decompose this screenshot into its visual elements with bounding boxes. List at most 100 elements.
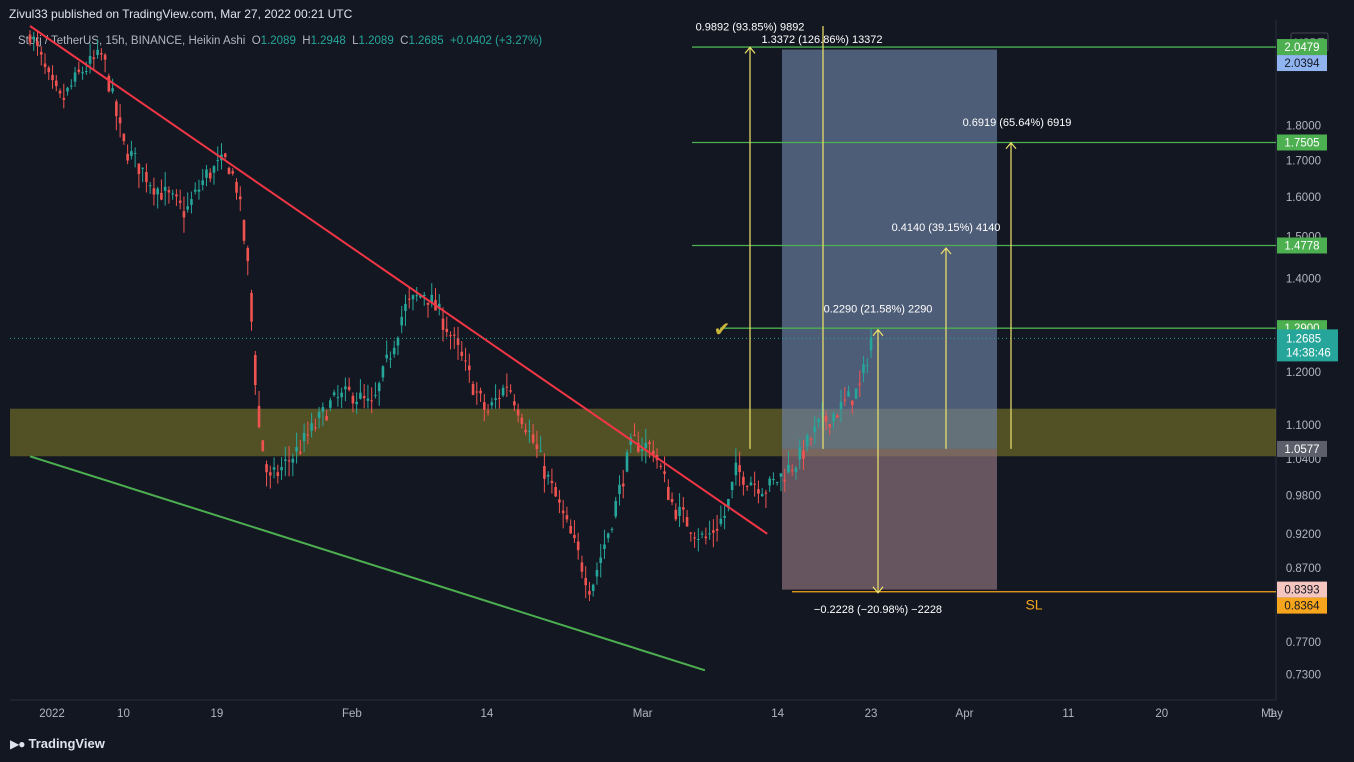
candle-body — [118, 117, 122, 124]
candle-body — [73, 72, 77, 82]
candle-body — [843, 399, 847, 401]
x-tick-label: Feb — [342, 708, 362, 720]
candle-body — [659, 465, 663, 467]
candle-body — [419, 295, 422, 298]
candle-body — [171, 193, 174, 195]
candle-body — [186, 206, 189, 210]
candle-body — [332, 392, 336, 396]
open-label: O — [251, 35, 261, 47]
candle-body — [223, 153, 227, 157]
price-badge — [1277, 597, 1327, 614]
price-badge-label: 1.4778 — [1284, 240, 1319, 252]
candle-body — [467, 365, 471, 371]
candle-body — [862, 364, 865, 373]
symbol-legend: Storj / TetherUS, 15h, BINANCE, Heikin A… — [18, 35, 542, 47]
position-layer — [782, 49, 997, 590]
candle-body — [28, 34, 32, 43]
candle-body — [535, 444, 539, 450]
candle-body — [81, 72, 84, 74]
candle-body — [133, 152, 137, 154]
candle-body — [32, 36, 36, 40]
candle-body — [92, 57, 96, 60]
tradingview-icon: ▶● — [10, 736, 26, 751]
candle-body — [295, 447, 298, 452]
candle-body — [603, 544, 606, 550]
x-tick-label: 14 — [771, 708, 784, 720]
x-tick-label: May — [1261, 708, 1283, 720]
candle-body — [460, 351, 464, 357]
current-price-badge — [1277, 329, 1338, 362]
candle-body — [201, 180, 205, 185]
candle-body — [253, 355, 257, 385]
candle-body — [584, 577, 587, 586]
candle-body — [644, 442, 648, 449]
candle-body — [227, 167, 231, 175]
candle-body — [426, 302, 430, 305]
candle-body — [565, 515, 569, 520]
low-label: L — [352, 35, 359, 47]
candle-body — [501, 387, 505, 396]
candle-body — [531, 434, 535, 443]
candle-body — [325, 415, 328, 421]
candle-body — [167, 190, 171, 193]
candle-body — [505, 386, 509, 388]
candle-body — [734, 462, 738, 476]
candle-body — [70, 85, 73, 87]
candle-body — [802, 450, 805, 459]
x-tick-label: 10 — [117, 708, 130, 720]
candle-body — [595, 569, 599, 577]
candle-body — [745, 486, 749, 488]
y-tick-label: 0.9200 — [1286, 529, 1321, 541]
candle-body — [407, 298, 411, 300]
change-value: +0.0402 (+3.27%) — [450, 35, 543, 47]
candle-body — [708, 533, 711, 535]
candle-body — [374, 395, 377, 397]
measure-label: 0.9892 (93.85%) 9892 — [696, 21, 805, 33]
candle-body — [130, 151, 133, 156]
price-badge-label: 2.0394 — [1284, 58, 1320, 70]
tradingview-logo[interactable]: ▶● TradingView — [10, 736, 105, 751]
candle-body — [828, 424, 832, 428]
candle-body — [212, 166, 216, 173]
measure-label: 1.3372 (126.86%) 13372 — [761, 34, 882, 46]
candle-body — [573, 534, 576, 539]
y-tick-label: 1.1000 — [1286, 420, 1321, 432]
candle-body — [524, 429, 527, 433]
candle-body — [430, 294, 434, 303]
candle-body — [321, 407, 325, 412]
candle-body — [246, 248, 250, 262]
candle-body — [580, 562, 584, 572]
candle-body — [817, 418, 820, 423]
candle-body — [62, 97, 66, 100]
candle-body — [490, 402, 494, 406]
candle-body — [377, 383, 381, 392]
measure-arrow-head — [744, 46, 756, 54]
candle-body — [471, 384, 475, 395]
candle-body — [494, 398, 497, 400]
candle-body — [629, 437, 633, 445]
candle-body — [648, 442, 651, 445]
candle-body — [790, 469, 794, 471]
open-value: 1.2089 — [260, 35, 296, 47]
candle-body — [381, 366, 385, 378]
candle-body — [554, 486, 557, 497]
candle-body — [276, 472, 280, 477]
candle-body — [700, 533, 704, 535]
candle-body — [96, 49, 99, 56]
candle-body — [865, 364, 869, 366]
candle-body — [730, 481, 734, 491]
candle-body — [216, 160, 220, 162]
candle-body — [310, 423, 313, 431]
current-price-label: 1.2685 — [1286, 333, 1321, 345]
candle-body — [850, 400, 854, 406]
candle-body — [509, 390, 512, 392]
candle-body — [269, 472, 272, 476]
candle-body — [163, 186, 167, 191]
candle-body — [621, 483, 625, 487]
candle-body — [636, 442, 640, 452]
candle-body — [329, 400, 332, 408]
candle-body — [182, 211, 186, 218]
